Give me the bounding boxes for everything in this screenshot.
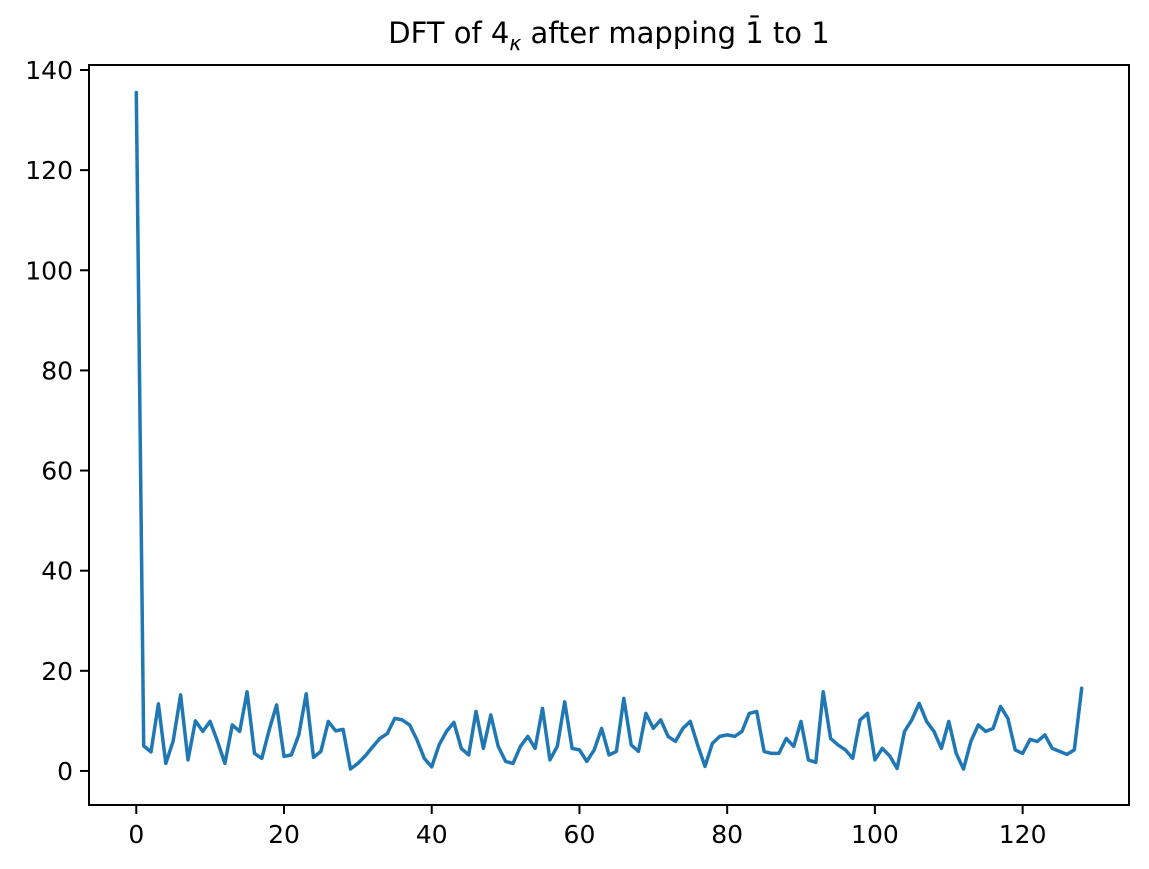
x-tick-label: 60 [564, 820, 596, 849]
y-tick-label: 40 [41, 557, 73, 586]
y-tick-label: 80 [41, 356, 73, 385]
title-text-pre: DFT of 4 [388, 16, 510, 50]
y-tick-label: 60 [41, 457, 73, 486]
y-tick-label: 20 [41, 657, 73, 686]
y-tick-label: 120 [25, 156, 73, 185]
y-tick-label: 140 [25, 56, 73, 85]
x-tick-label: 0 [128, 820, 144, 849]
y-tick-label: 100 [25, 256, 73, 285]
plot-background [89, 65, 1129, 805]
title-text-post: after mapping 1̄ to 1 [521, 16, 830, 50]
axes-box [88, 64, 1130, 806]
x-tick-label: 80 [711, 820, 743, 849]
x-tick-label: 120 [999, 820, 1047, 849]
x-tick-label: 40 [416, 820, 448, 849]
x-tick-label: 20 [268, 820, 300, 849]
title-subscript-kappa: κ [509, 30, 522, 55]
dft-magnitude-line [134, 90, 1084, 771]
chart-title: DFT of 4κ after mapping 1̄ to 1 [89, 16, 1129, 53]
y-tick-label: 0 [57, 757, 73, 786]
x-tick-label: 100 [851, 820, 899, 849]
